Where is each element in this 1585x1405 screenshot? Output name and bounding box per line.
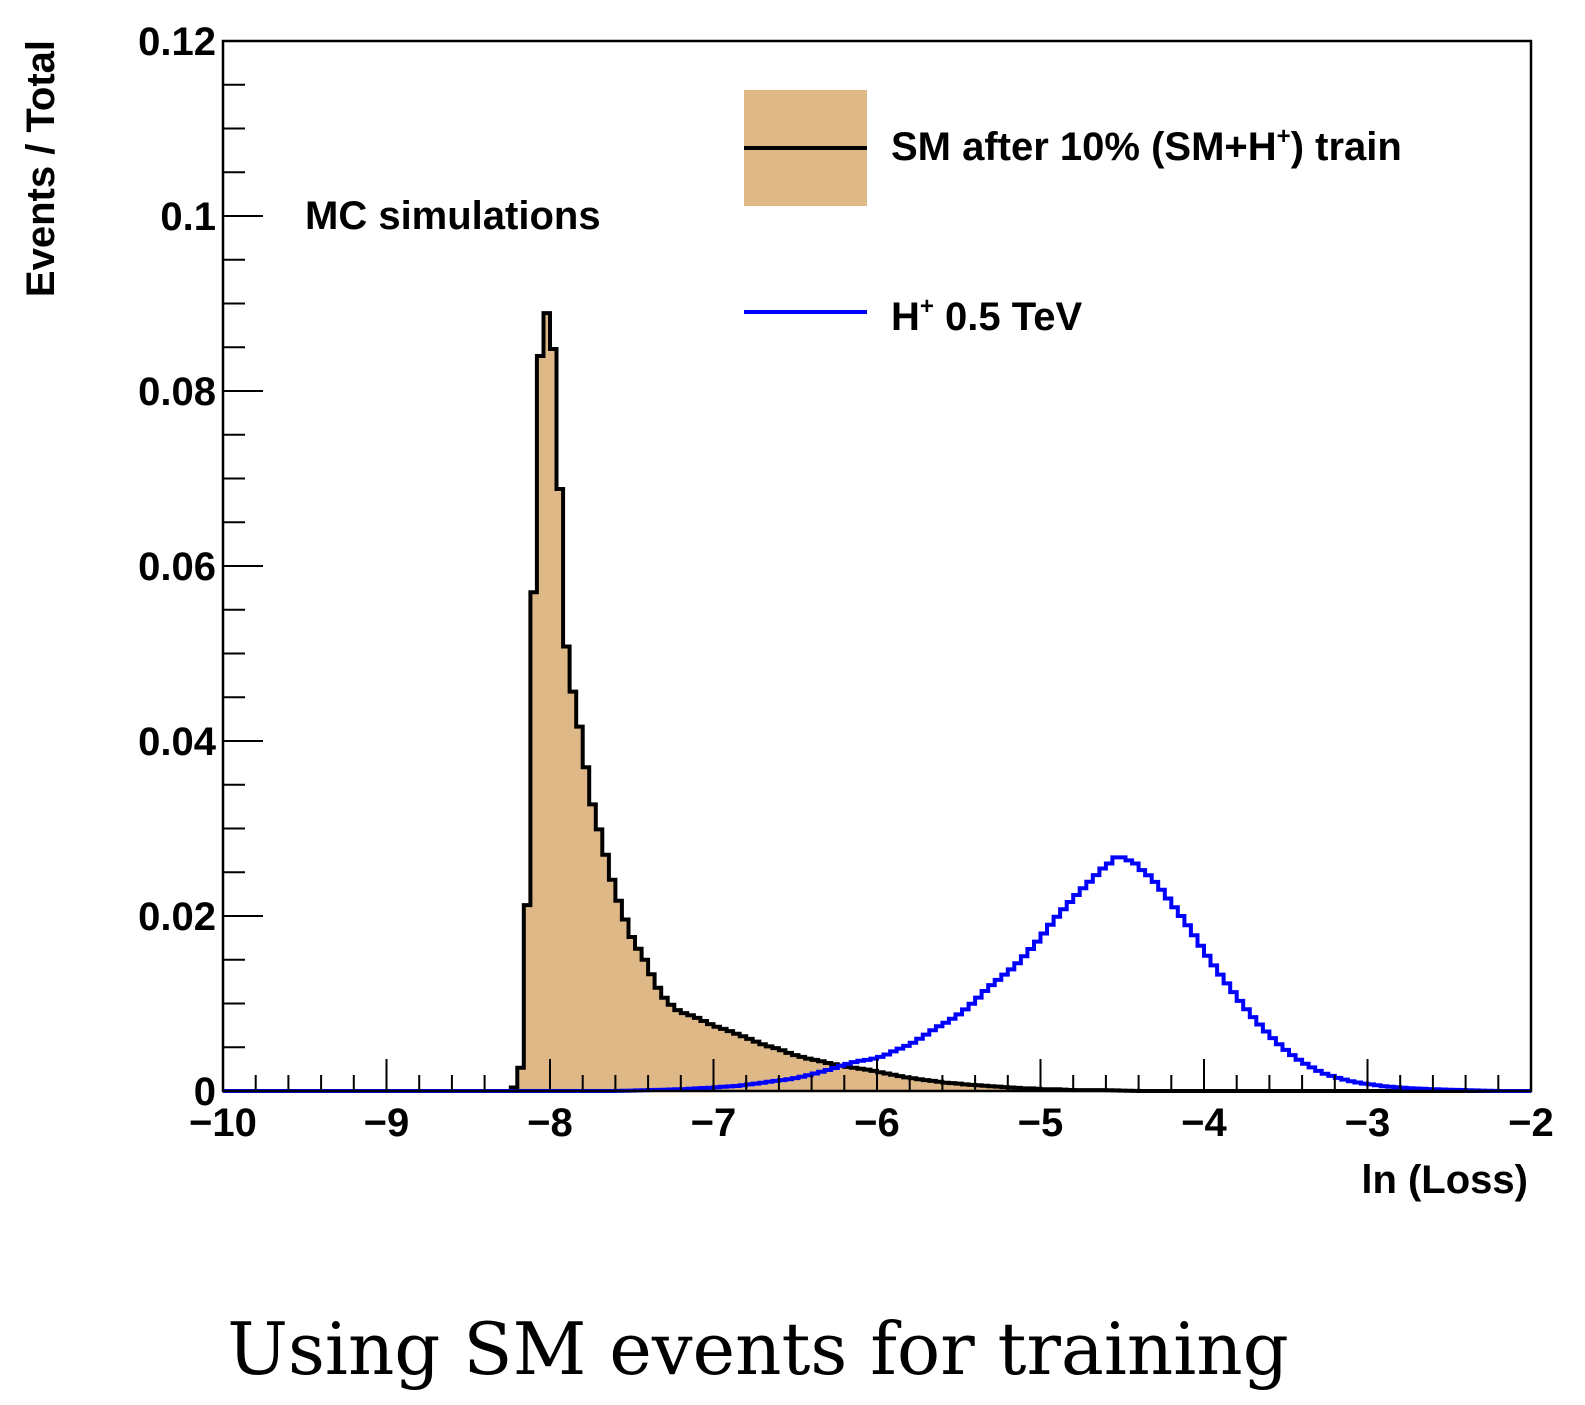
x-tick-label: −8	[527, 1101, 573, 1145]
hplus-histogram-line	[223, 855, 1531, 1093]
x-tick-label: −7	[691, 1101, 737, 1145]
figure-caption: Using SM events for training	[227, 1307, 1288, 1391]
y-tick-label: 0.12	[138, 20, 216, 64]
legend-sm-label: SM after 10% (SM+H+) train	[891, 123, 1402, 169]
x-axis-label: ln (Loss)	[1361, 1158, 1528, 1202]
mc-simulations-annotation: MC simulations	[305, 194, 601, 238]
legend: SM after 10% (SM+H+) train H+ 0.5 TeV	[744, 90, 1402, 339]
x-tick-label: −4	[1181, 1101, 1227, 1145]
sm-histogram-outline	[223, 311, 1531, 1093]
x-tick-label: −6	[854, 1101, 900, 1145]
hplus-series	[223, 855, 1531, 1093]
x-tick-label: −10	[189, 1101, 257, 1145]
y-tick-label: 0.06	[138, 545, 216, 589]
sm-series	[223, 311, 1531, 1093]
y-tick-labels: 0 0.02 0.04 0.06 0.08 0.1 0.12	[138, 20, 217, 1114]
y-tick-label: 0.1	[160, 195, 216, 239]
y-axis-label: Events / Total	[19, 40, 63, 297]
x-tick-label: −5	[1018, 1101, 1064, 1145]
y-tick-label: 0.04	[138, 720, 217, 764]
sm-histogram-fill	[223, 313, 1531, 1092]
axis-ticks	[222, 40, 1532, 1092]
y-tick-label: 0.02	[138, 895, 216, 939]
x-tick-labels: −10 −9 −8 −7 −6 −5 −4 −3 −2	[189, 1101, 1554, 1145]
y-tick-label: 0.08	[138, 370, 216, 414]
x-tick-label: −9	[364, 1101, 410, 1145]
legend-hplus-label: H+ 0.5 TeV	[891, 293, 1082, 339]
x-tick-label: −2	[1508, 1101, 1554, 1145]
x-tick-label: −3	[1345, 1101, 1391, 1145]
y-tick-label: 0	[194, 1070, 216, 1114]
